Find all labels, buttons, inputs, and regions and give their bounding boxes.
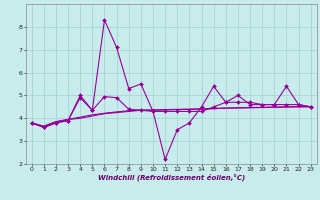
X-axis label: Windchill (Refroidissement éolien,°C): Windchill (Refroidissement éolien,°C): [98, 173, 245, 181]
